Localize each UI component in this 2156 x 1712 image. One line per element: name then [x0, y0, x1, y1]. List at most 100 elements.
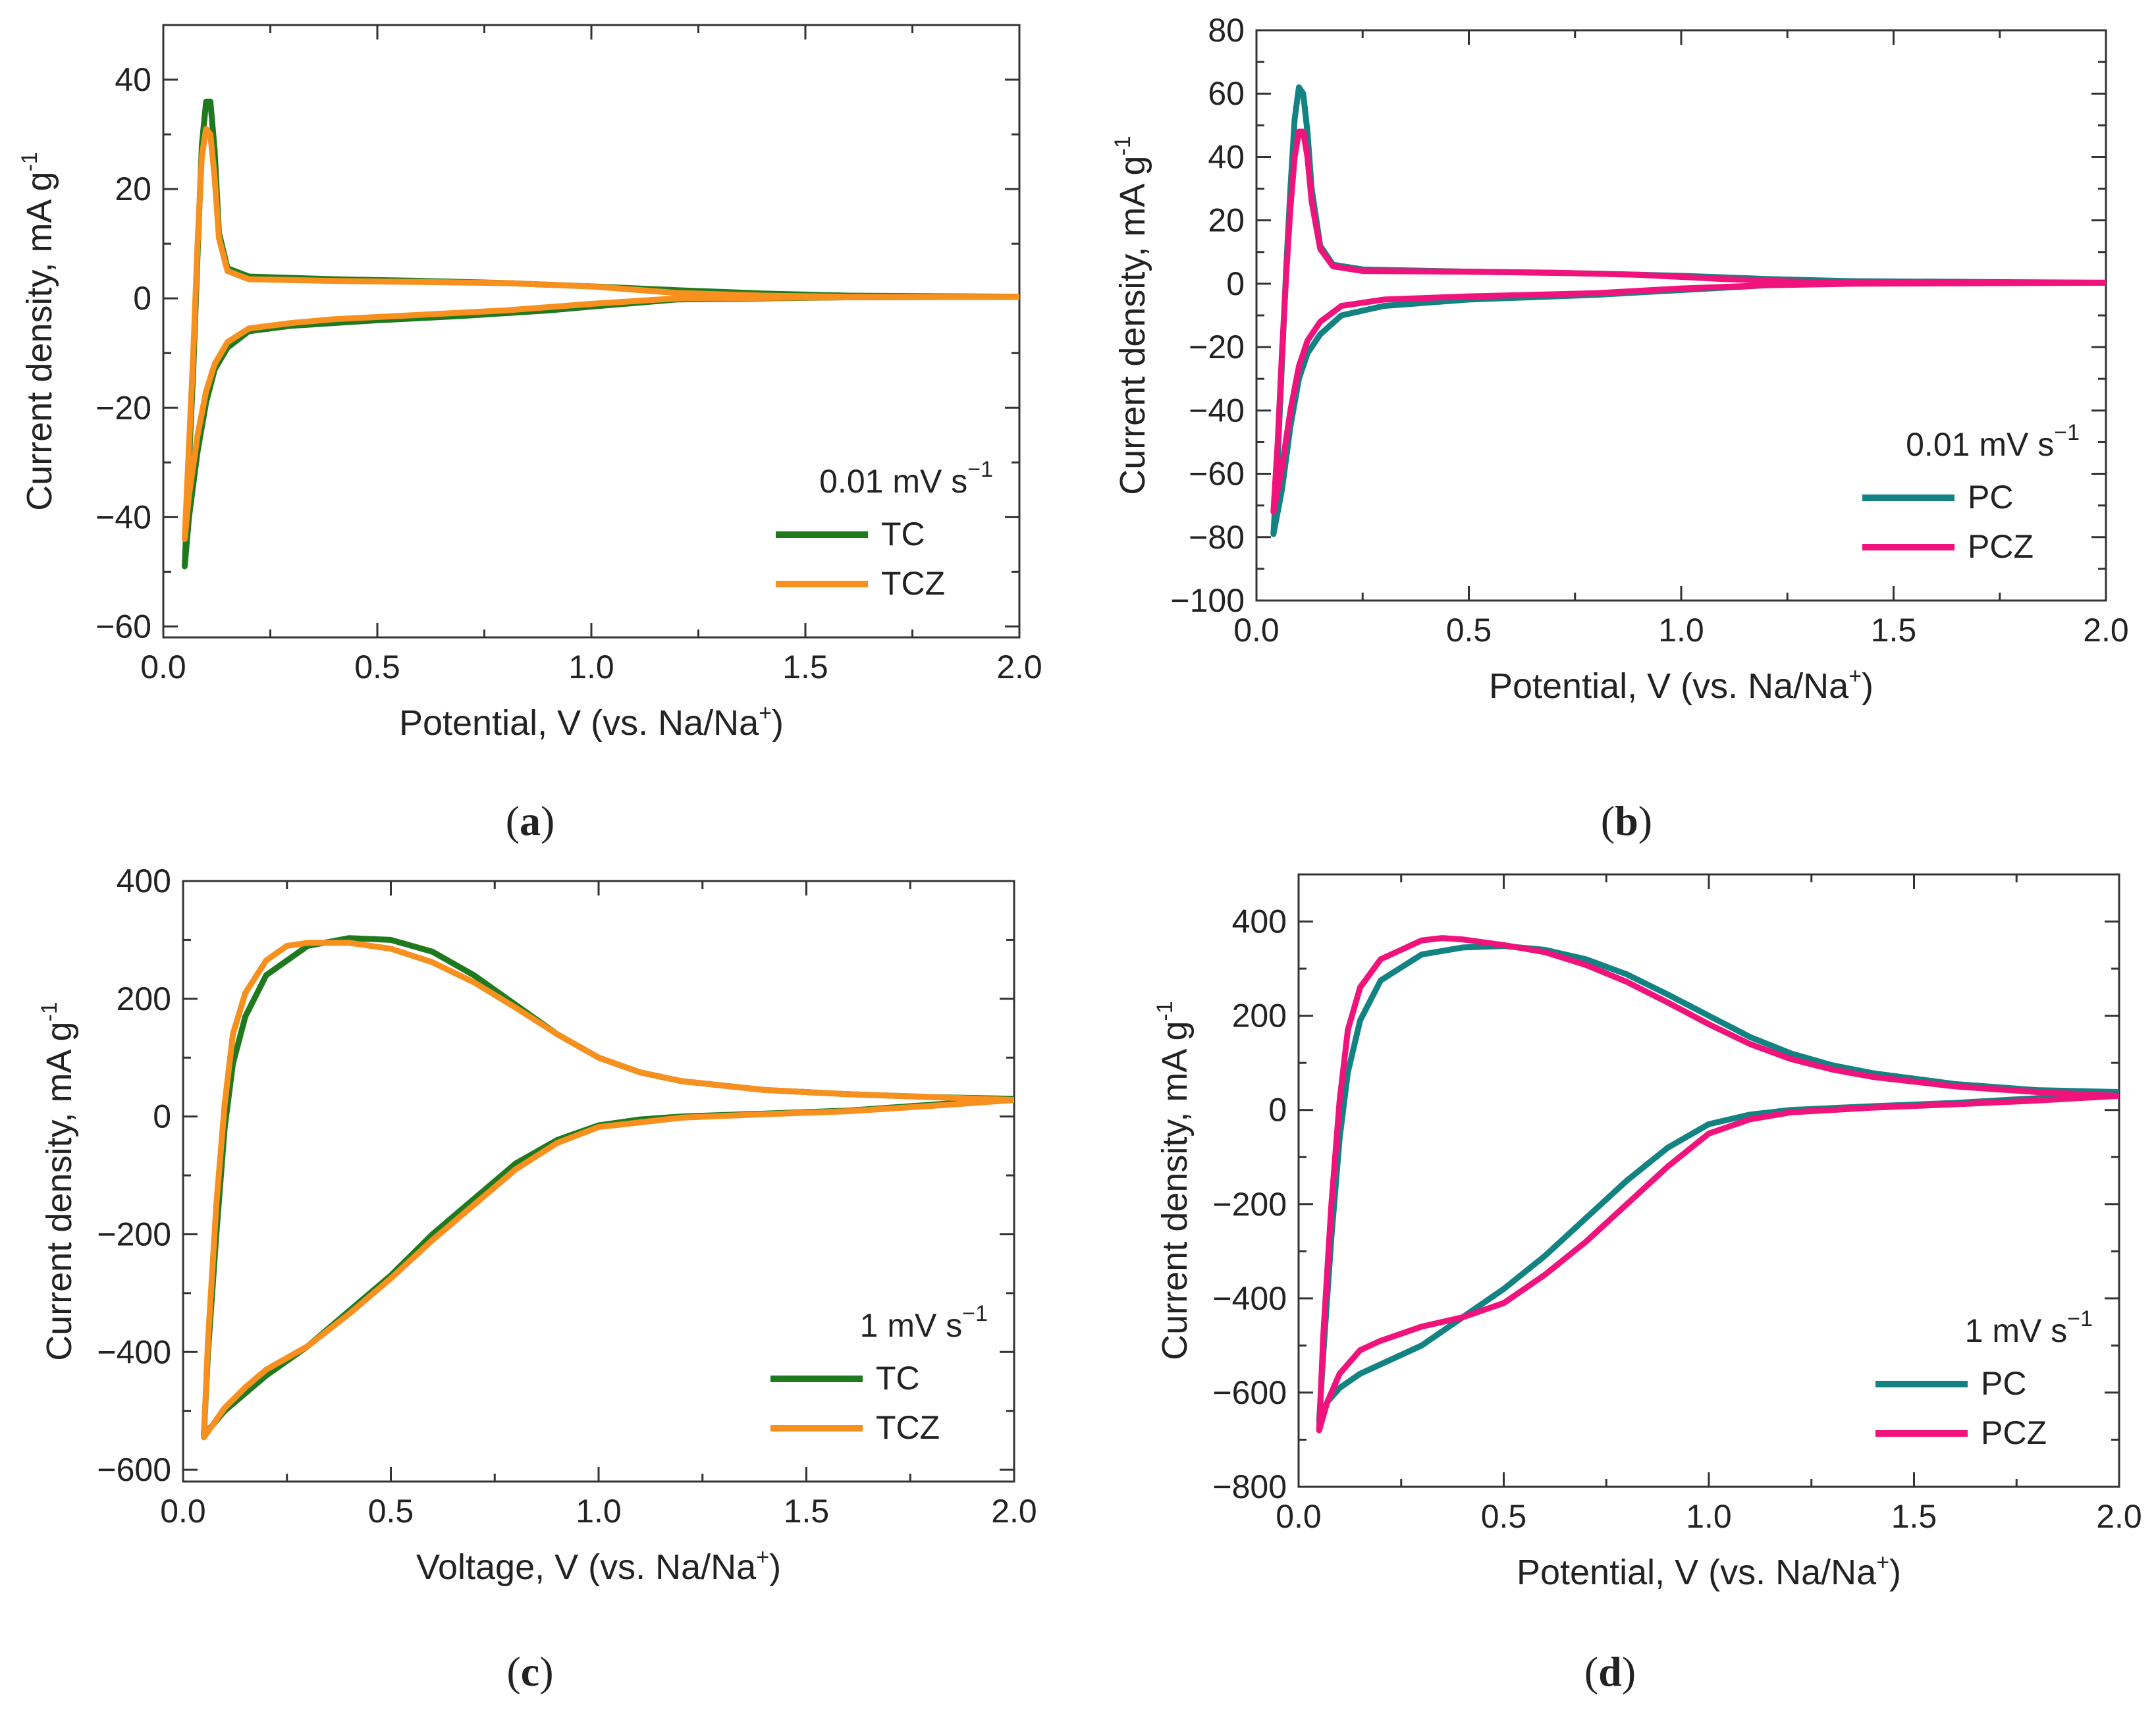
y-axis-label-sup: -1	[17, 151, 42, 171]
x-axis-label: Potential, V (vs. Na/Na+)	[1489, 664, 1873, 706]
x-axis-label-tail: )	[772, 703, 784, 743]
y-axis-label: Current density, mA g-1	[1110, 136, 1152, 495]
y-tick-label: 20	[1208, 202, 1245, 239]
x-tick-label: 1.0	[1658, 612, 1704, 649]
y-axis-label-main: Current density, mA g	[1113, 156, 1152, 495]
series-line-tcz	[201, 940, 1014, 1441]
y-tick-label: −40	[1189, 392, 1245, 429]
y-tick-label: 60	[1208, 75, 1245, 112]
x-tick-label: 1.0	[576, 1493, 622, 1530]
panel-c: 0.0 0.5 1.0 1.5 2.0 −600 −400 −200 0 200 400 Voltag…	[37, 863, 1037, 1587]
x-tick-label: 2.0	[991, 1493, 1037, 1530]
series-line-pc	[1270, 84, 2106, 537]
panel-a: 0.0 0.5 1.0 1.5 2.0 −60 −40 −20 0 20 40 Potential, …	[17, 24, 1042, 743]
x-axis-label: Potential, V (vs. Na/Na+)	[1517, 1550, 1901, 1592]
legend-title-sup: −1	[2067, 1306, 2093, 1331]
legend-title-main: 0.01 mV s	[819, 463, 967, 500]
x-axis-label: Voltage, V (vs. Na/Na+)	[416, 1545, 781, 1587]
y-axis-label-sup: -1	[1110, 136, 1135, 155]
y-tick-label: 20	[115, 171, 151, 207]
legend-label-tcz: TCZ	[881, 565, 945, 602]
y-tick-label: −20	[95, 389, 151, 426]
y-tick-label: −60	[1189, 456, 1245, 493]
legend-label-tcz: TCZ	[876, 1409, 940, 1446]
legend-label-pc: PC	[1968, 479, 2013, 516]
legend-label-pcz: PCZ	[1968, 528, 2034, 565]
y-tick-label: 0	[1268, 1092, 1287, 1129]
y-axis-label-sup: -1	[37, 1002, 62, 1021]
panel-label-letter: c	[521, 1648, 539, 1695]
x-tick-label: 0.0	[1233, 612, 1280, 649]
y-tick-label: −200	[1212, 1186, 1287, 1223]
x-tick-label: 2.0	[996, 649, 1042, 685]
panel-label-letter: b	[1615, 797, 1638, 844]
y-tick-label: −800	[1212, 1468, 1287, 1505]
legend-title-main: 1 mV s	[860, 1307, 963, 1344]
legend-title: 1 mV s−1	[860, 1301, 988, 1344]
y-tick-label: 40	[1208, 138, 1245, 175]
y-axis-label: Current density, mA g-1	[37, 1002, 79, 1360]
x-tick-label: 2.0	[2096, 1498, 2142, 1535]
y-tick-label: −400	[97, 1333, 171, 1370]
y-tick-label: 200	[1232, 998, 1287, 1034]
y-tick-label: 200	[117, 980, 171, 1017]
y-tick-label: 0	[153, 1098, 171, 1135]
series-line-pcz	[1270, 128, 2106, 515]
y-tick-label: −40	[95, 498, 151, 535]
y-tick-label: 0	[133, 280, 151, 317]
x-tick-label: 0.5	[354, 649, 400, 685]
panel-label-a: (a)	[506, 797, 555, 844]
y-axis-label-main: Current density, mA g	[1155, 1021, 1195, 1360]
legend-title-sup: −1	[967, 457, 993, 482]
x-axis-label-main: Potential, V (vs. Na/Na	[399, 703, 759, 743]
panel-d: 0.0 0.5 1.0 1.5 2.0 −800 −600 −400 −200 0 200 400 Po…	[1152, 873, 2142, 1592]
y-tick-label: −600	[1212, 1374, 1287, 1411]
panel-label-c: (c)	[506, 1648, 553, 1695]
y-axis-label: Current density, mA g-1	[17, 151, 59, 510]
x-tick-label: 0.0	[160, 1493, 206, 1530]
x-tick-label: 1.5	[1871, 612, 1917, 649]
panel-label-b: (b)	[1601, 797, 1652, 844]
panel-label-letter: d	[1598, 1648, 1622, 1695]
x-axis-label-sup: +	[1876, 1550, 1889, 1575]
x-tick-label: 1.5	[1891, 1498, 1937, 1535]
y-tick-label: 400	[1232, 903, 1287, 940]
x-tick-label: 2.0	[2083, 612, 2129, 649]
x-axis-label-main: Potential, V (vs. Na/Na	[1489, 666, 1849, 706]
y-tick-label: −200	[97, 1216, 171, 1252]
y-tick-label: −100	[1170, 582, 1245, 619]
legend-title: 1 mV s−1	[1965, 1306, 2093, 1349]
x-tick-label: 1.5	[782, 649, 828, 685]
legend-title-main: 0.01 mV s	[1906, 426, 2054, 463]
y-tick-label: 40	[115, 61, 151, 98]
x-tick-label: 0.0	[1276, 1498, 1322, 1535]
x-tick-label: 0.5	[1481, 1498, 1527, 1535]
x-axis-label-sup: +	[1848, 664, 1862, 689]
x-tick-label: 0.5	[368, 1493, 414, 1530]
legend-title-sup: −1	[2054, 420, 2080, 445]
legend-title: 0.01 mV s−1	[819, 457, 993, 500]
legend-label-pcz: PCZ	[1981, 1414, 2047, 1451]
x-tick-label: 1.0	[568, 649, 614, 685]
series-line-pcz	[1316, 935, 2119, 1433]
x-tick-label: 0.0	[140, 649, 186, 685]
x-tick-label: 1.5	[784, 1493, 830, 1530]
x-tick-label: 1.0	[1686, 1498, 1732, 1535]
x-axis-label-tail: )	[769, 1547, 781, 1587]
x-axis-label-tail: )	[1862, 666, 1873, 706]
y-tick-label: 80	[1208, 12, 1245, 49]
legend-title: 0.01 mV s−1	[1906, 420, 2080, 463]
x-axis-label-tail: )	[1889, 1553, 1901, 1592]
x-axis-label-sup: +	[759, 701, 772, 726]
panel-label-letter: a	[520, 797, 541, 844]
x-tick-label: 0.5	[1446, 612, 1492, 649]
x-axis-label-main: Voltage, V (vs. Na/Na	[416, 1547, 757, 1587]
y-tick-label: −80	[1189, 519, 1245, 556]
y-axis-label-main: Current density, mA g	[20, 172, 59, 511]
y-tick-label: −20	[1189, 329, 1245, 365]
legend-label-pc: PC	[1981, 1365, 2026, 1402]
y-tick-label: −400	[1212, 1280, 1287, 1317]
series-line-tcz	[182, 126, 1019, 542]
y-axis-label-sup: -1	[1152, 1001, 1177, 1021]
